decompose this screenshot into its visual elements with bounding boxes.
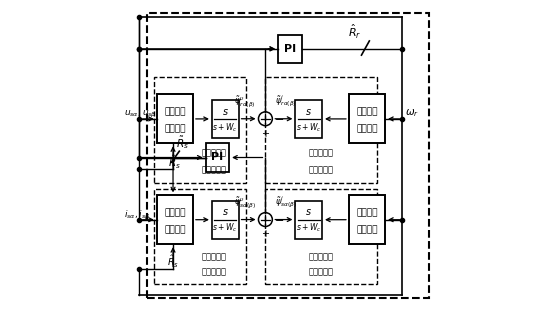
Text: $\hat{R}_s$: $\hat{R}_s$ — [168, 153, 181, 171]
Text: $\hat{R}_s$: $\hat{R}_s$ — [167, 253, 179, 270]
Text: $-$: $-$ — [274, 113, 284, 123]
Text: 链电流模型: 链电流模型 — [309, 268, 334, 277]
Text: $+$: $+$ — [261, 228, 270, 239]
Text: $i_{s\alpha},i_{s\beta}$: $i_{s\alpha},i_{s\beta}$ — [123, 209, 150, 221]
Text: 电压模型: 电压模型 — [164, 225, 186, 234]
Text: $\tilde{\psi}^{\upsilon}_{r\alpha(\beta)}$: $\tilde{\psi}^{\upsilon}_{r\alpha(\beta)… — [234, 94, 256, 109]
Text: PI: PI — [211, 152, 224, 163]
Text: $s$: $s$ — [305, 207, 312, 217]
Text: $\tilde{\psi}^{i}_{s\alpha(\beta)}$: $\tilde{\psi}^{i}_{s\alpha(\beta)}$ — [275, 195, 297, 210]
Text: 优化定子磁: 优化定子磁 — [309, 253, 334, 261]
FancyBboxPatch shape — [157, 195, 193, 244]
FancyBboxPatch shape — [295, 201, 322, 239]
Text: $s+W_c$: $s+W_c$ — [296, 222, 321, 234]
Text: $\tilde{\psi}^{i}_{r\alpha(\beta)}$: $\tilde{\psi}^{i}_{r\alpha(\beta)}$ — [275, 94, 296, 109]
Text: 优化定子磁: 优化定子磁 — [201, 253, 226, 261]
FancyBboxPatch shape — [295, 100, 322, 138]
Text: 转子磁链: 转子磁链 — [356, 107, 378, 116]
Text: $s$: $s$ — [222, 106, 229, 117]
Text: 链电压模型: 链电压模型 — [201, 166, 226, 175]
Text: 定子磁链: 定子磁链 — [164, 208, 186, 217]
Text: $+$: $+$ — [261, 128, 270, 139]
Text: 链电压模型: 链电压模型 — [201, 268, 226, 277]
Text: 电压模型: 电压模型 — [164, 124, 186, 133]
Text: $\hat{R}_r$: $\hat{R}_r$ — [349, 23, 362, 41]
Text: $s+W_c$: $s+W_c$ — [296, 121, 321, 134]
Text: 优化转子磁: 优化转子磁 — [309, 149, 334, 158]
FancyBboxPatch shape — [349, 94, 385, 143]
Text: 电流模型: 电流模型 — [356, 124, 378, 133]
FancyBboxPatch shape — [212, 100, 239, 138]
Text: $\tilde{R}_s$: $\tilde{R}_s$ — [176, 135, 189, 151]
Text: 电流模型: 电流模型 — [356, 225, 378, 234]
Text: $s+W_c$: $s+W_c$ — [212, 121, 238, 134]
Text: $-$: $-$ — [274, 214, 284, 224]
FancyBboxPatch shape — [206, 143, 229, 172]
FancyBboxPatch shape — [349, 195, 385, 244]
Text: $\omega_r$: $\omega_r$ — [405, 107, 419, 118]
Text: $\tilde{\psi}^{\upsilon}_{s\alpha(\beta)}$: $\tilde{\psi}^{\upsilon}_{s\alpha(\beta)… — [234, 195, 256, 210]
Text: 定子磁链: 定子磁链 — [356, 208, 378, 217]
FancyBboxPatch shape — [157, 94, 193, 143]
FancyBboxPatch shape — [278, 35, 301, 63]
Text: $s$: $s$ — [222, 207, 229, 217]
Text: $s$: $s$ — [305, 106, 312, 117]
Text: $s+W_c$: $s+W_c$ — [212, 222, 238, 234]
Text: 优化转子磁: 优化转子磁 — [201, 149, 226, 158]
Text: 链电流模型: 链电流模型 — [309, 166, 334, 175]
Text: 转子磁链: 转子磁链 — [164, 107, 186, 116]
Text: $u_{s\alpha},u_{s\beta}$: $u_{s\alpha},u_{s\beta}$ — [123, 109, 157, 120]
FancyBboxPatch shape — [212, 201, 239, 239]
Text: PI: PI — [284, 44, 296, 54]
